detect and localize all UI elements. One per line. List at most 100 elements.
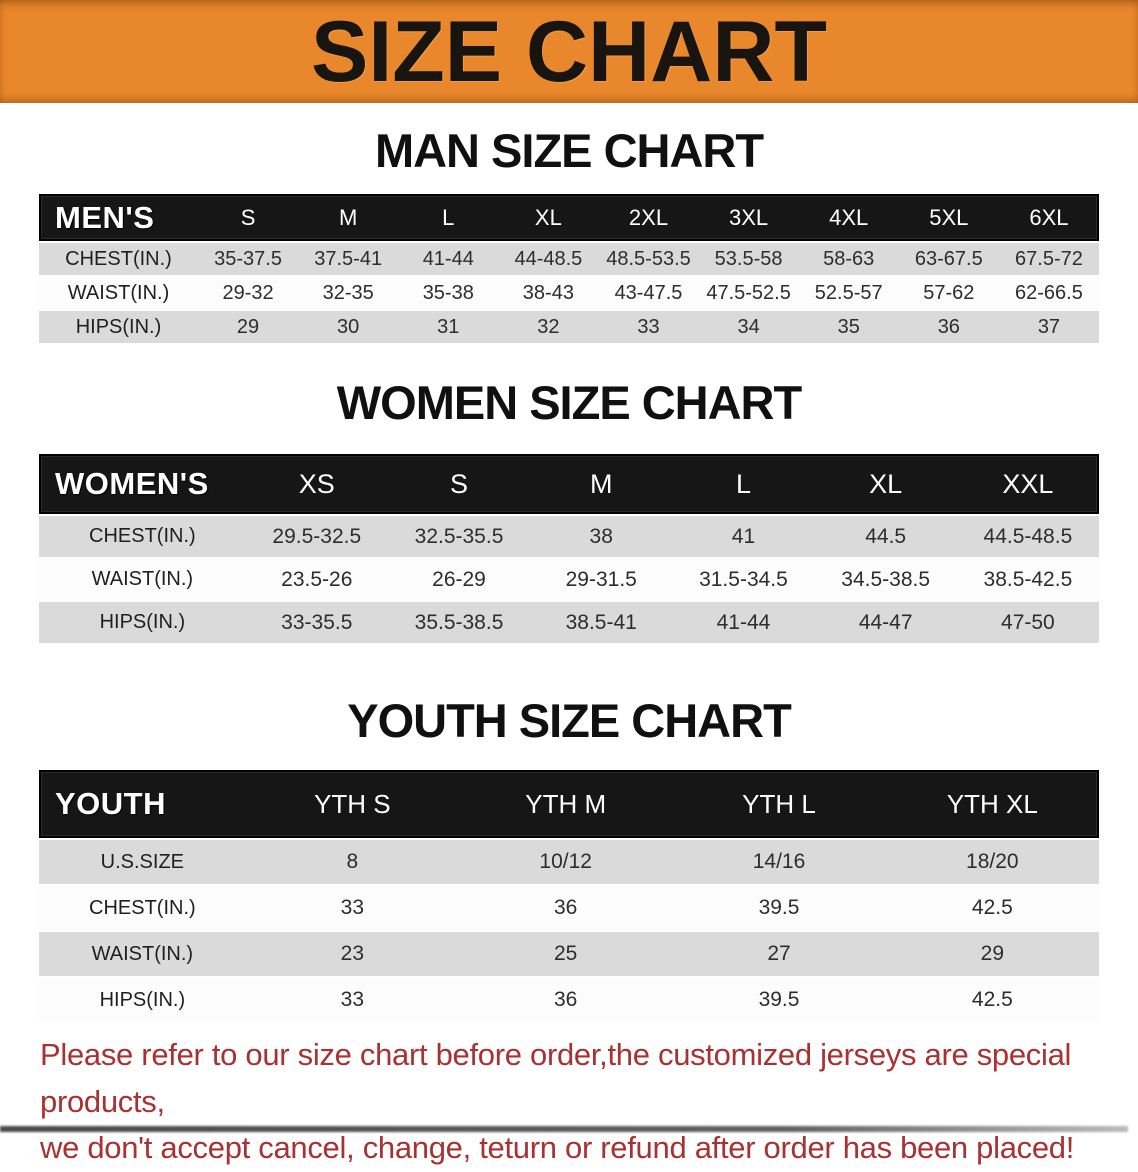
men-size-table: MEN'S S M L XL 2XL 3XL 4XL 5XL 6XL CHEST(IN.) 35-37… [39, 194, 1099, 343]
size-column-header: S [450, 468, 469, 499]
size-column-header: 6XL [1029, 204, 1069, 230]
measurement-row-label: U.S.SIZE [100, 850, 185, 873]
measurement-value: 38.5-41 [565, 610, 637, 634]
bottom-strip [0, 1126, 1128, 1132]
measurement-value: 32-35 [322, 281, 374, 304]
measurement-row-label: CHEST(IN.) [65, 247, 172, 270]
measurement-row-label: HIPS(IN.) [99, 988, 186, 1011]
size-column-header: XL [534, 204, 562, 230]
measurement-value: 29.5-32.5 [272, 524, 362, 548]
size-table-header-row: WOMEN'S XS S M L XL XXL [39, 454, 1099, 514]
measurement-value: 35-37.5 [214, 247, 282, 270]
measurement-value: 41 [731, 524, 756, 548]
measurement-value: 31.5-34.5 [699, 567, 788, 591]
size-column-header: YTH L [742, 788, 816, 819]
measurement-row: CHEST(IN.) 33 36 39.5 42.5 [39, 886, 1099, 930]
measurement-value: 31 [437, 315, 460, 338]
measurement-value: 37.5-41 [314, 247, 383, 270]
measurement-row-label: CHEST(IN.) [89, 525, 196, 547]
measurement-value: 63-67.5 [914, 247, 983, 270]
measurement-value: 30 [337, 315, 360, 338]
measurement-value: 38-43 [522, 281, 574, 304]
measurement-row: CHEST(IN.) 35-37.5 37.5-41 41-44 44-48.5 48.5… [39, 243, 1099, 275]
measurement-value: 35 [837, 315, 860, 338]
size-column-header: XL [869, 468, 903, 499]
size-column-header: L [735, 468, 751, 499]
size-column-header: YTH M [525, 788, 607, 819]
measurement-value: 62-66.5 [1015, 281, 1083, 304]
size-column-header: XXL [1002, 468, 1054, 499]
women-size-table: WOMEN'S XS S M L XL XXL CHEST(IN.) 29.5-32.5 32.5… [39, 454, 1099, 643]
measurement-value: 41-44 [716, 610, 771, 634]
measurement-value: 39.5 [758, 896, 800, 919]
measurement-row-label: CHEST(IN.) [89, 896, 196, 919]
notice-line-1: Please refer to our size chart before or… [40, 1037, 1072, 1119]
measurement-value: 32.5-35.5 [414, 524, 504, 548]
measurement-value: 29-32 [222, 281, 274, 304]
measurement-value: 47-50 [1001, 610, 1055, 634]
measurement-row: HIPS(IN.) 29 30 31 32 33 34 35 36 37 [39, 311, 1099, 343]
measurement-value: 37 [1037, 315, 1061, 338]
youth-size-table: YOUTH YTH S YTH M YTH L YTH XL U.S.SIZE 8 10/12… [39, 770, 1099, 1022]
measurement-value: 44.5 [865, 524, 907, 548]
size-column-header: 5XL [929, 204, 969, 230]
measurement-value: 33-35.5 [281, 610, 353, 634]
measurement-row: HIPS(IN.) 33 36 39.5 42.5 [39, 978, 1099, 1022]
size-column-header: XS [298, 468, 335, 499]
measurement-row-label: WAIST(IN.) [91, 568, 194, 590]
measurement-value: 8 [346, 850, 359, 873]
measurement-value: 38 [589, 524, 613, 548]
measurement-value: 41-44 [422, 247, 474, 270]
measurement-value: 33 [637, 315, 660, 338]
size-column-header: M [589, 468, 613, 499]
measurement-row: WAIST(IN.) 23.5-26 26-29 29-31.5 31.5-34.5 34… [39, 559, 1099, 600]
section-men: MAN SIZE CHART MEN'S S M L XL 2XL 3XL 4XL 5XL 6XL… [0, 127, 1138, 343]
measurement-value: 33 [340, 896, 365, 919]
measurement-value: 36 [554, 988, 578, 1011]
measurement-row-label: WAIST(IN.) [91, 942, 194, 965]
size-column-header: YTH XL [946, 788, 1038, 819]
measurement-row: WAIST(IN.) 23 25 27 29 [39, 932, 1099, 976]
measurement-value: 26-29 [432, 567, 486, 591]
size-table-header-row: MEN'S S M L XL 2XL 3XL 4XL 5XL 6XL [39, 194, 1099, 241]
measurement-row: WAIST(IN.) 29-32 32-35 35-38 38-43 43-47.5 47.… [39, 277, 1099, 309]
measurement-value: 27 [767, 942, 791, 965]
size-chart-banner: SIZE CHART [0, 0, 1138, 103]
measurement-value: 44.5-48.5 [983, 524, 1073, 548]
measurement-value: 29 [980, 942, 1005, 965]
measurement-value: 67.5-72 [1015, 247, 1083, 270]
size-column-header: L [442, 204, 455, 230]
measurement-value: 52.5-57 [814, 281, 883, 304]
size-column-header: YTH S [314, 788, 391, 819]
measurement-value: 39.5 [758, 988, 800, 1011]
measurement-value: 35-38 [422, 281, 474, 304]
measurement-value: 48.5-53.5 [606, 247, 691, 270]
size-table-header-row: YOUTH YTH S YTH M YTH L YTH XL [39, 770, 1099, 838]
measurement-value: 29 [236, 315, 260, 338]
section-women: WOMEN SIZE CHART WOMEN'S XS S M L XL XXL CHEST(… [0, 379, 1138, 643]
section-youth: YOUTH SIZE CHART YOUTH YTH S YTH M YTH L YTH… [0, 697, 1138, 1022]
measurement-value: 34 [737, 315, 760, 338]
measurement-value: 44-47 [858, 610, 913, 634]
size-column-header: S [240, 204, 256, 230]
size-column-header: M [339, 204, 358, 230]
measurement-value: 57-62 [923, 281, 975, 304]
measurement-value: 42.5 [971, 896, 1013, 919]
group-label: YOUTH [55, 786, 166, 821]
measurement-value: 36 [554, 896, 578, 919]
measurement-value: 36 [937, 315, 960, 338]
section-title-women: WOMEN SIZE CHART [336, 376, 802, 429]
measurement-value: 23.5-26 [281, 567, 353, 591]
measurement-value: 10/12 [539, 850, 592, 873]
measurement-value: 58-63 [823, 247, 875, 270]
measurement-value: 33 [340, 988, 365, 1011]
measurement-value: 25 [554, 942, 578, 965]
measurement-value: 38.5-42.5 [983, 567, 1073, 591]
section-title-youth: YOUTH SIZE CHART [347, 694, 792, 747]
size-column-header: 2XL [628, 204, 669, 230]
group-label: MEN'S [55, 199, 155, 235]
measurement-value: 53.5-58 [714, 247, 783, 270]
measurement-value: 44-48.5 [514, 247, 583, 270]
measurement-row-label: HIPS(IN.) [99, 611, 186, 633]
size-column-header: 3XL [729, 204, 769, 230]
